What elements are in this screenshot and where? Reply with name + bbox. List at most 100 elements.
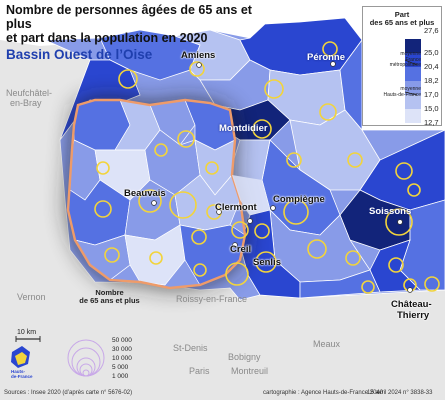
count-circle: [231, 221, 249, 239]
city-label-soissons: Soissons: [369, 206, 412, 217]
logo-text-2: de-France: [11, 374, 33, 379]
city-dot: [196, 62, 202, 68]
count-circle: [252, 119, 272, 139]
count-circle: [283, 199, 309, 225]
city-dot: [247, 218, 253, 224]
share-legend-title-2: des 65 ans et plus: [369, 18, 435, 27]
map-title-line-2: et part dans la population en 2020: [6, 31, 208, 45]
scale-label: 10 km: [17, 329, 37, 336]
city-label-beauvais: Beauvais: [124, 188, 166, 199]
basin-area-11: [124, 224, 186, 286]
count-value-5: 1 000: [112, 373, 129, 380]
count-circle: [138, 189, 162, 213]
place-label-st-denis: St-Denis: [173, 343, 208, 353]
city-dot: [216, 209, 222, 215]
count-circle: [94, 200, 112, 218]
place-label-neufchatel-1: Neufchâtel-: [6, 88, 53, 98]
count-circle: [347, 152, 363, 168]
proportional-circles: [94, 41, 440, 294]
title-block: Nombre de personnes âgées de 65 ans et p…: [6, 3, 256, 62]
place-label-neufchatel-2: en-Bray: [10, 98, 42, 108]
count-circle: [177, 130, 195, 148]
logo-text: Hauts- de-France: [11, 369, 33, 379]
france-average-note: moyenne France métropolitaine: [365, 51, 421, 69]
count-circle: [264, 79, 284, 99]
count-circle: [191, 229, 207, 245]
hdf-note-1: moyenne: [400, 86, 421, 92]
city-label-senlis: Senlis: [253, 257, 281, 268]
place-label-paris: Paris: [189, 366, 210, 376]
share-legend-title: Part des 65 ans et plus: [363, 11, 441, 27]
hdf-average-note: moyenne Hauts-de-France: [365, 86, 421, 98]
count-value-2: 30 000: [112, 346, 132, 353]
france-note-1: moyenne: [400, 51, 421, 57]
france-note-2: France: [405, 56, 421, 63]
count-value-3: 10 000: [112, 355, 132, 362]
ramp-tick-5: 17,0: [424, 90, 439, 99]
share-legend: Part des 65 ans et plus 27,6 25,0 20,4 18,2…: [362, 6, 442, 127]
ramp-class-6: [405, 109, 421, 124]
count-value-1: 50 000: [112, 337, 132, 344]
average-arrows: [404, 59, 418, 96]
city-label-peronne: Péronne: [307, 52, 346, 63]
city-dot: [151, 200, 157, 206]
count-circle: [395, 162, 413, 180]
city-dot: [397, 219, 403, 225]
count-circle: [322, 41, 338, 57]
area-nanteuil: [299, 269, 381, 299]
city-label-chateau-2: Thierry: [397, 310, 430, 321]
city-label-amiens: Amiens: [181, 50, 216, 61]
place-label-montreuil: Montreuil: [231, 366, 269, 376]
ramp-tick-6: 15,0: [424, 104, 439, 113]
footer-sources: Sources : Insee 2020 (d’après carte n° 5…: [4, 390, 133, 396]
share-legend-title-1: Part: [394, 10, 410, 19]
count-circle: [307, 239, 327, 259]
france-note-3: métropolitaine: [389, 62, 421, 68]
footer-date: 15 avril 2024 n° 3838-33: [367, 390, 433, 396]
count-circle: [319, 103, 337, 121]
count-circle: [388, 257, 404, 273]
count-legend-title: Nombre de 65 ans et plus: [67, 289, 152, 305]
count-circle: [118, 69, 138, 89]
map-subtitle: Bassin Ouest de l’Oise: [6, 47, 153, 62]
basin-outline: [66, 98, 247, 290]
count-circle: [407, 183, 421, 197]
city-dot: [270, 205, 276, 211]
city-label-creil: Creil: [230, 244, 252, 255]
place-label-meaux: Meaux: [313, 339, 341, 349]
outside-area-south: [0, 250, 445, 400]
count-circle: [154, 143, 168, 157]
count-circle: [193, 263, 207, 277]
count-legend-title-2: de 65 ans et plus: [79, 296, 140, 305]
ramp-tick-4: 18,2: [424, 76, 439, 85]
place-label-roissy: Roissy-en-France: [176, 294, 248, 304]
count-circle: [254, 223, 270, 239]
ramp-tick-3: 20,4: [424, 62, 439, 71]
city-label-chateau-1: Château-: [391, 299, 432, 310]
hdf-logo-icon: [11, 346, 30, 368]
ramp-tick-7: 12,7: [424, 118, 439, 127]
city-dot: [330, 61, 336, 67]
city-label-compiegne: Compiègne: [273, 194, 325, 205]
count-circle: [361, 280, 375, 294]
count-circle: [424, 276, 440, 292]
logo-text-1: Hauts-: [11, 369, 26, 374]
city-dot: [407, 287, 413, 293]
count-circle: [225, 262, 249, 286]
city-dot: [253, 259, 259, 265]
count-circle: [345, 250, 361, 266]
city-label-montdidier: Montdidier: [219, 123, 268, 134]
count-circle: [169, 191, 197, 219]
count-circle: [189, 61, 205, 77]
count-circle: [104, 247, 120, 263]
count-circle: [149, 251, 163, 265]
city-dot: [232, 242, 238, 248]
area-light-patch: [232, 175, 270, 215]
count-circle: [286, 152, 302, 168]
count-circle: [205, 161, 219, 175]
hdf-note-2: Hauts-de-France: [383, 91, 421, 98]
count-circle: [385, 208, 413, 236]
count-circle: [96, 161, 110, 175]
basin-ouest-oise: [66, 98, 247, 290]
